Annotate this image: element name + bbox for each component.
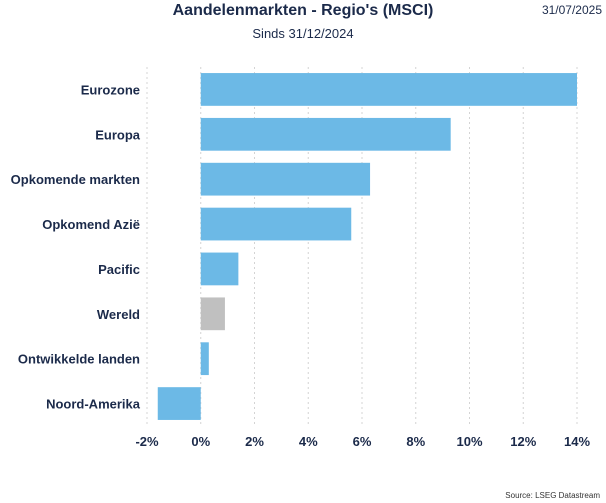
bar <box>200 162 371 196</box>
bar <box>200 252 239 286</box>
bar <box>200 117 451 151</box>
x-tick-label: 2% <box>245 434 264 449</box>
bar <box>200 297 225 331</box>
category-label: Opkomende markten <box>11 172 140 187</box>
x-tick-label: 12% <box>510 434 536 449</box>
bar <box>200 207 352 241</box>
x-tick-label: 0% <box>191 434 210 449</box>
x-tick-labels: -2% 0% 2% 4% 6% 8% 10% 12% 14% <box>135 434 590 449</box>
chart-title: Aandelenmarkten - Regio's (MSCI) <box>172 2 434 19</box>
x-tick-label: 8% <box>406 434 425 449</box>
category-label: Noord-Amerika <box>46 397 141 412</box>
bar <box>157 387 201 420</box>
bars <box>157 73 577 420</box>
chart-subtitle: Sinds 31/12/2024 <box>252 26 354 41</box>
x-tick-label: 10% <box>456 434 482 449</box>
bar <box>200 342 209 376</box>
category-label: Opkomend Azië <box>42 217 140 232</box>
category-label: Wereld <box>97 307 140 322</box>
x-tick-label: 14% <box>564 434 590 449</box>
category-label: Eurozone <box>81 82 140 97</box>
x-tick-label: -2% <box>135 434 159 449</box>
category-label: Ontwikkelde landen <box>18 352 140 367</box>
bar <box>200 73 577 106</box>
x-tick-label: 6% <box>353 434 372 449</box>
source-note: Source: LSEG Datastream <box>505 491 600 500</box>
x-tick-label: 4% <box>299 434 318 449</box>
chart-date: 31/07/2025 <box>541 3 602 17</box>
category-labels: Eurozone Europa Opkomende markten Opkomend … <box>11 82 141 411</box>
category-label: Europa <box>95 127 141 142</box>
category-label: Pacific <box>98 262 140 277</box>
